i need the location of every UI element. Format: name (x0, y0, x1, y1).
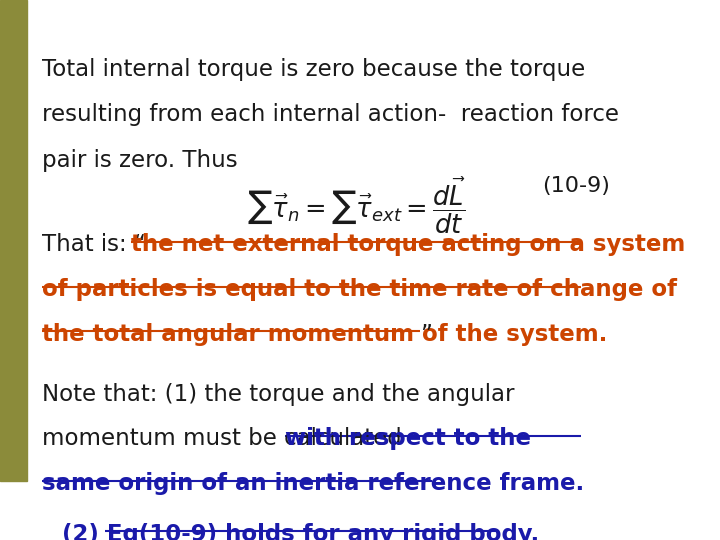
Text: same origin of an inertia reference frame.: same origin of an inertia reference fram… (42, 472, 585, 495)
Text: pair is zero. Thus: pair is zero. Thus (42, 149, 238, 172)
Text: the total angular momentum of the system.: the total angular momentum of the system… (42, 322, 608, 346)
Text: $\sum\vec{\tau}_{n} = \sum\vec{\tau}_{ext} = \dfrac{d\vec{L}}{dt}$: $\sum\vec{\tau}_{n} = \sum\vec{\tau}_{ex… (247, 176, 466, 236)
Text: Total internal torque is zero because the torque: Total internal torque is zero because th… (42, 58, 585, 80)
Text: with respect to the: with respect to the (285, 428, 531, 450)
Text: (2) Eq(10-9) holds for any rigid body.: (2) Eq(10-9) holds for any rigid body. (63, 523, 540, 540)
Text: of particles is equal to the time rate of change of: of particles is equal to the time rate o… (42, 278, 677, 301)
Text: ”: ” (420, 322, 431, 346)
Text: the net external torque acting on a system: the net external torque acting on a syst… (131, 233, 685, 256)
Text: That is: “: That is: “ (42, 233, 146, 256)
Text: (10-9): (10-9) (542, 176, 610, 195)
Bar (0, 0, 27, 481)
Text: resulting from each internal action-  reaction force: resulting from each internal action- rea… (42, 103, 619, 126)
Text: momentum must be calculated: momentum must be calculated (42, 428, 409, 450)
Text: Note that: (1) the torque and the angular: Note that: (1) the torque and the angula… (42, 383, 515, 406)
